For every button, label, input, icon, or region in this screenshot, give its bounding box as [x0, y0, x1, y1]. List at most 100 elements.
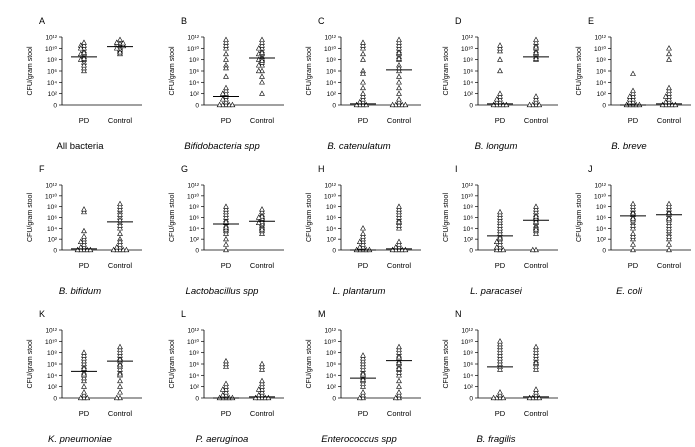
y-tick-label: 10⁶	[47, 215, 57, 222]
x-tick-label-pd: PD	[358, 261, 369, 270]
data-point	[219, 90, 226, 96]
panel-letter: E	[588, 16, 594, 26]
data-point	[259, 49, 265, 55]
data-point	[360, 357, 366, 364]
data-point	[672, 101, 679, 108]
x-tick-label-pd: PD	[79, 261, 90, 270]
data-point	[626, 98, 633, 105]
panel-a: A 0 10² 10⁴ 10⁶ 10⁸ 10¹⁰ 10¹² CFU/gram stool PD Co…	[27, 16, 142, 152]
data-point	[259, 389, 265, 395]
y-axis-title: CFU/gram stool	[443, 193, 450, 242]
y-tick-label: 10²	[190, 384, 200, 391]
y-tick-label: 10¹⁰	[187, 338, 199, 346]
data-point	[533, 36, 539, 42]
data-point	[396, 225, 402, 231]
y-axis-title: CFU/gram stool	[576, 193, 583, 242]
panel-caption: E. coli	[616, 286, 643, 297]
panel-caption: B. catenulatum	[327, 141, 390, 152]
y-tick-label: 0	[53, 103, 57, 110]
data-point	[81, 55, 87, 61]
data-point	[497, 216, 503, 223]
data-point	[117, 343, 123, 350]
data-point	[533, 206, 539, 212]
data-point	[117, 206, 123, 212]
y-tick-label: 10¹²	[461, 328, 473, 335]
data-point	[630, 225, 636, 231]
panel-letter: L	[181, 309, 186, 319]
y-tick-label: 10¹²	[594, 183, 606, 190]
data-point	[630, 230, 636, 236]
data-point	[396, 365, 402, 371]
data-point	[396, 353, 402, 360]
y-tick-label: 10⁴	[47, 80, 57, 87]
data-point	[81, 355, 87, 361]
data-point	[81, 235, 87, 242]
data-point	[223, 246, 229, 253]
y-tick-label: 10⁴	[326, 226, 336, 233]
data-point	[81, 208, 87, 215]
data-point	[117, 203, 123, 209]
data-point	[402, 101, 409, 108]
data-point	[396, 67, 402, 74]
data-point	[259, 213, 265, 219]
data-point	[117, 377, 123, 384]
data-point	[666, 203, 672, 209]
data-point	[533, 226, 539, 232]
x-tick-label-control: Control	[387, 409, 412, 418]
data-point	[396, 49, 402, 55]
data-point	[497, 225, 503, 231]
data-point	[493, 246, 500, 253]
data-point	[259, 366, 265, 372]
data-point	[659, 101, 666, 108]
data-point	[223, 45, 229, 51]
data-point	[84, 394, 91, 401]
data-point	[223, 235, 229, 242]
data-point	[529, 246, 536, 253]
y-tick-label: 10⁸	[326, 57, 336, 64]
x-tick-label-pd: PD	[79, 116, 90, 125]
data-point	[223, 380, 229, 386]
y-tick-label: 10¹²	[324, 328, 336, 335]
data-point	[396, 372, 402, 378]
data-point	[223, 39, 229, 45]
data-point	[500, 394, 507, 401]
y-tick-label: 10⁶	[189, 215, 199, 222]
y-tick-label: 10⁴	[463, 226, 473, 233]
y-tick-label: 10¹⁰	[45, 45, 57, 53]
data-point	[223, 230, 229, 236]
panel-letter: J	[588, 164, 593, 174]
data-point	[493, 238, 500, 244]
y-tick-label: 10⁴	[47, 373, 57, 380]
data-point	[117, 200, 123, 207]
y-tick-label: 0	[53, 396, 57, 403]
data-point	[360, 391, 366, 398]
y-tick-label: 10²	[464, 384, 474, 391]
data-point	[259, 206, 265, 212]
data-point	[497, 352, 503, 358]
data-point	[536, 101, 543, 108]
y-tick-label: 0	[332, 103, 336, 110]
data-point	[666, 246, 672, 253]
data-point	[497, 234, 503, 241]
data-point	[630, 203, 636, 209]
data-point	[360, 376, 366, 382]
y-tick-label: 10¹²	[461, 183, 473, 190]
panel-l: L 0 10² 10⁴ 10⁶ 10⁸ 10¹⁰ 10¹² CFU/gram stool PD Co…	[169, 309, 284, 445]
data-point	[117, 222, 123, 228]
data-point	[392, 394, 399, 401]
data-point	[503, 101, 510, 108]
data-point	[360, 50, 366, 57]
panel-h: H 0 10² 10⁴ 10⁶ 10⁸ 10¹⁰ 10¹² CFU/gram stool PD Co…	[306, 164, 421, 297]
x-tick-label-pd: PD	[221, 261, 232, 270]
data-point	[223, 84, 229, 91]
data-point	[533, 359, 539, 365]
data-point	[389, 101, 396, 108]
y-tick-label: 10⁴	[463, 373, 473, 380]
data-point	[356, 238, 363, 244]
x-tick-label-control: Control	[524, 261, 549, 270]
data-point	[630, 215, 636, 221]
data-point	[356, 394, 363, 401]
data-point	[360, 42, 366, 48]
data-point	[360, 230, 366, 236]
data-point	[255, 219, 262, 226]
